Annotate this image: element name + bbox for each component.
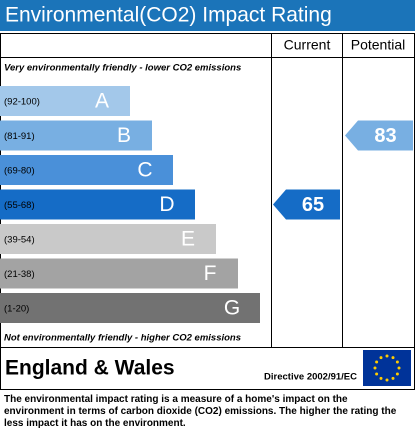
eu-star xyxy=(395,360,399,364)
eu-star xyxy=(391,376,395,380)
eu-star xyxy=(375,360,379,364)
rating-arrow xyxy=(345,120,413,151)
region: England & Wales xyxy=(5,357,175,380)
chart: Environmental(CO2) Impact Rating Current… xyxy=(0,0,415,390)
band-range: (1-20) xyxy=(4,304,29,315)
eu-star xyxy=(379,376,383,380)
band-letter: B xyxy=(117,124,131,147)
band xyxy=(0,224,216,254)
band-letter: D xyxy=(159,193,174,216)
band-letter: E xyxy=(181,228,195,251)
band-range: (21-38) xyxy=(4,269,35,280)
band xyxy=(0,258,238,289)
band-letter: F xyxy=(204,262,217,285)
band-range: (69-80) xyxy=(4,166,35,177)
band xyxy=(0,189,195,220)
eu-star xyxy=(373,366,377,370)
eu-star xyxy=(385,378,389,382)
band-range: (39-54) xyxy=(4,235,35,246)
eu-star xyxy=(391,356,395,360)
band xyxy=(0,293,260,323)
rating-value: 83 xyxy=(374,125,396,147)
eu-star xyxy=(385,354,389,358)
band-range: (81-91) xyxy=(4,131,35,142)
band-letter: A xyxy=(95,90,109,113)
rating-arrow xyxy=(273,189,340,220)
band-letter: C xyxy=(137,159,152,182)
eu-star xyxy=(379,356,383,360)
rating-value: 65 xyxy=(302,194,324,216)
title: Environmental(CO2) Impact Rating xyxy=(5,4,332,27)
eu-stars xyxy=(373,354,401,382)
band-range: (92-100) xyxy=(4,97,40,108)
bottom-note: Not environmentally friendly - higher CO… xyxy=(4,333,241,344)
band xyxy=(0,155,173,185)
title-bar xyxy=(0,0,415,31)
eu-star xyxy=(375,372,379,376)
band-range: (55-68) xyxy=(4,200,35,211)
band xyxy=(0,120,152,151)
eu-star xyxy=(397,366,401,370)
description: The environmental impact rating is a mea… xyxy=(4,394,397,429)
column-header: Current xyxy=(284,37,331,53)
directive: Directive 2002/91/EC xyxy=(264,372,357,383)
top-note: Very environmentally friendly - lower CO… xyxy=(4,63,241,74)
band xyxy=(0,86,130,116)
band-letter: G xyxy=(224,297,240,320)
column-header: Potential xyxy=(351,37,405,53)
eu-star xyxy=(395,372,399,376)
